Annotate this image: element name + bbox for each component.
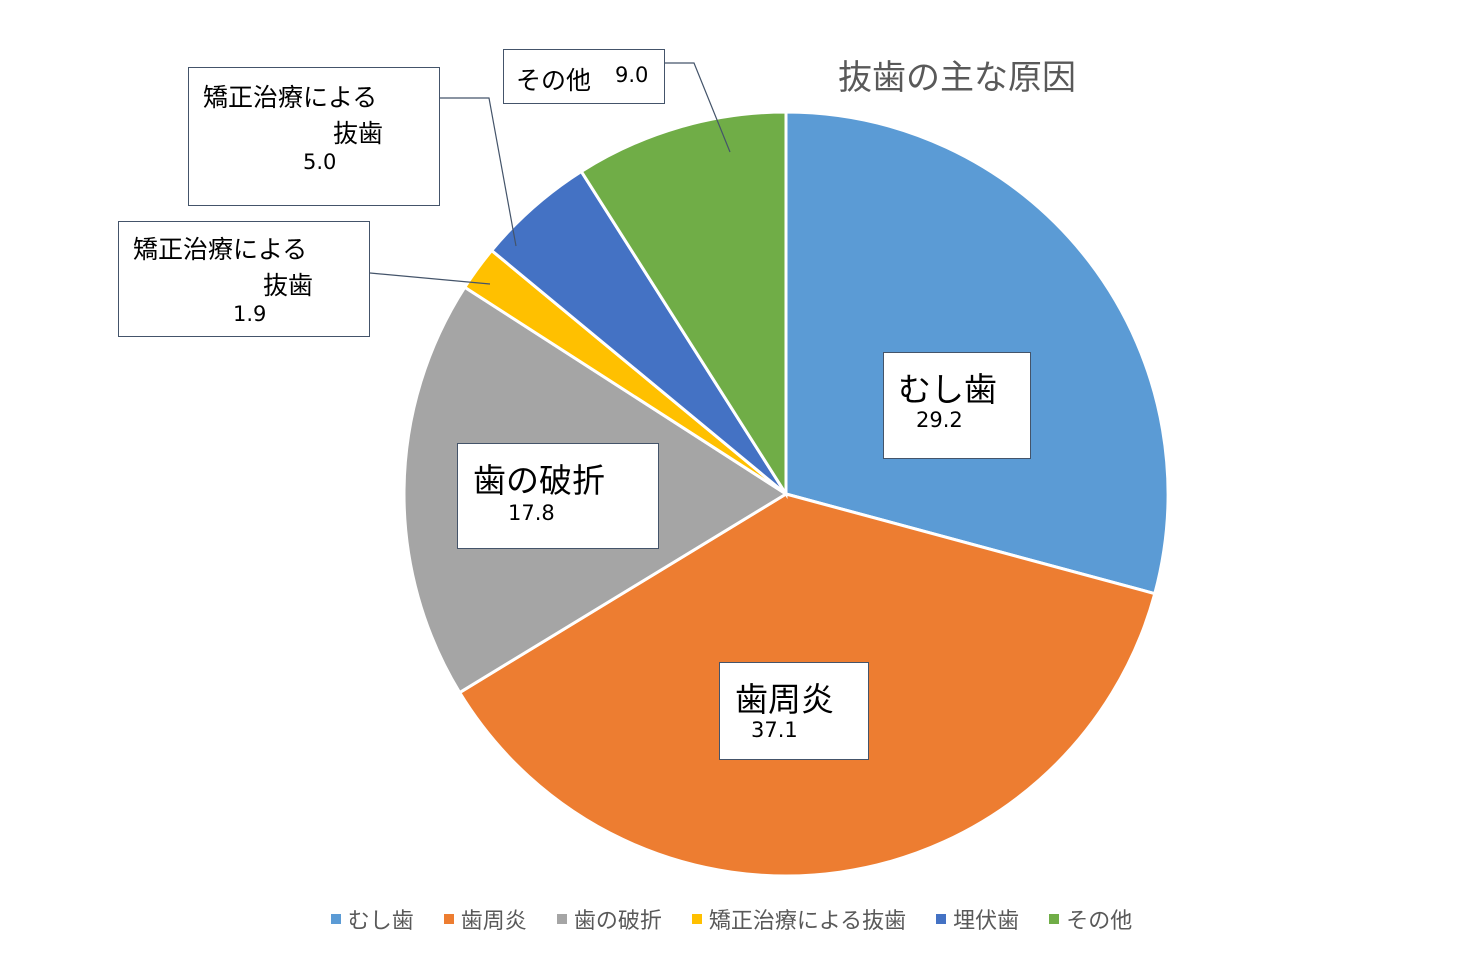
legend-label: 矯正治療による抜歯	[708, 909, 907, 934]
legend-item-shishuuen: 歯周炎	[443, 903, 527, 935]
legend-label: 歯周炎	[460, 909, 527, 934]
data-label-kyousei-5-0: 矯正治療による 抜歯 5.0	[188, 67, 440, 206]
leader-lines	[369, 62, 731, 285]
data-label-name: 歯周炎	[735, 680, 834, 719]
legend-swatch	[556, 914, 567, 924]
legend-label: 埋伏歯	[953, 909, 1020, 934]
legend-label: むし歯	[347, 909, 414, 934]
data-label-sonota: その他 9.0	[503, 49, 665, 104]
data-label-name: その他	[516, 66, 592, 95]
chart-legend: むし歯 歯周炎 歯の破折 矯正治療による抜歯 埋伏歯 その他	[0, 903, 1463, 935]
legend-swatch	[330, 914, 341, 924]
legend-label: その他	[1066, 909, 1133, 934]
legend-label: 歯の破折	[573, 909, 662, 934]
data-label-mushiba: むし歯 29.2	[883, 352, 1031, 459]
pie-slice-5	[579, 110, 788, 500]
legend-swatch	[691, 914, 702, 924]
data-label-name-line2: 抜歯	[263, 271, 314, 300]
data-label-value: 37.1	[751, 718, 798, 742]
legend-swatch	[936, 914, 947, 924]
leader-line-3	[369, 272, 491, 285]
legend-item-ha-no-hasetsu: 歯の破折	[556, 903, 662, 935]
data-label-name-line1: 矯正治療による	[133, 235, 308, 264]
data-label-shishuuen: 歯周炎 37.1	[719, 662, 869, 760]
data-label-value: 5.0	[303, 150, 337, 174]
data-label-name: 歯の破折	[473, 461, 605, 500]
legend-swatch	[1049, 914, 1060, 924]
data-label-value: 17.8	[508, 501, 555, 525]
leader-line-5	[665, 62, 731, 153]
data-label-ha-no-hasetsu: 歯の破折 17.8	[457, 443, 659, 549]
data-label-kyousei-1-9: 矯正治療による 抜歯 1.9	[118, 221, 370, 337]
data-label-value: 1.9	[233, 302, 267, 326]
data-label-value: 29.2	[916, 408, 963, 432]
data-label-name-line2: 抜歯	[333, 119, 384, 148]
data-label-name: むし歯	[898, 370, 997, 409]
legend-item-sonota: その他	[1049, 903, 1132, 935]
data-label-name-line1: 矯正治療による	[203, 83, 378, 112]
leader-line-4	[440, 97, 517, 247]
chart-title: 抜歯の主な原因	[838, 58, 1076, 98]
legend-item-mushiba: むし歯	[330, 903, 414, 935]
data-label-value: 9.0	[615, 63, 649, 87]
legend-swatch	[443, 914, 454, 924]
legend-item-kyousei: 矯正治療による抜歯	[691, 903, 907, 935]
legend-item-maifukushi: 埋伏歯	[936, 903, 1019, 935]
